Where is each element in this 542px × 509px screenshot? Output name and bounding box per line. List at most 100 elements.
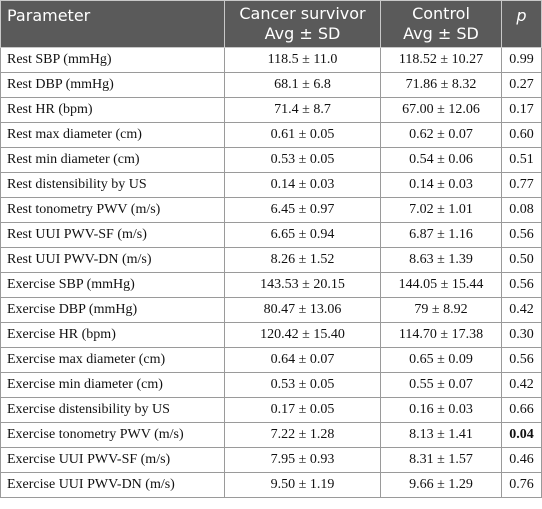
p-value-cell: 0.30 [501,322,542,348]
control-cell: 118.52 ± 10.27 [380,47,502,73]
header-control: Control Avg ± SD [380,0,502,48]
cancer-survivor-cell: 0.17 ± 0.05 [224,397,381,423]
header-cancer-subtitle: Avg ± SD [264,24,341,43]
cancer-survivor-cell: 68.1 ± 6.8 [224,72,381,98]
cancer-survivor-cell: 9.50 ± 1.19 [224,472,381,498]
header-cancer-survivor: Cancer survivor Avg ± SD [224,0,381,48]
p-value-cell: 0.08 [501,197,542,223]
control-cell: 8.63 ± 1.39 [380,247,502,273]
cancer-survivor-cell: 80.47 ± 13.06 [224,297,381,323]
table-row: Rest UUI PWV-DN (m/s) 8.26 ± 1.52 8.63 ± 1… [0,247,542,273]
table-row: Exercise distensibility by US 0.17 ± 0.05… [0,397,542,423]
header-parameter: Parameter [0,0,225,48]
control-cell: 71.86 ± 8.32 [380,72,502,98]
control-cell: 114.70 ± 17.38 [380,322,502,348]
cancer-survivor-cell: 0.53 ± 0.05 [224,147,381,173]
parameter-cell: Exercise min diameter (cm) [0,372,225,398]
control-cell: 0.62 ± 0.07 [380,122,502,148]
p-value-cell: 0.51 [501,147,542,173]
p-value-cell: 0.04 [501,422,542,448]
parameter-cell: Rest UUI PWV-DN (m/s) [0,247,225,273]
parameter-cell: Rest min diameter (cm) [0,147,225,173]
control-cell: 9.66 ± 1.29 [380,472,502,498]
control-cell: 0.54 ± 0.06 [380,147,502,173]
table-row: Exercise SBP (mmHg) 143.53 ± 20.15 144.05 … [0,272,542,298]
control-cell: 7.02 ± 1.01 [380,197,502,223]
cancer-survivor-cell: 118.5 ± 11.0 [224,47,381,73]
p-value-cell: 0.50 [501,247,542,273]
p-value-cell: 0.56 [501,272,542,298]
parameter-cell: Exercise UUI PWV-DN (m/s) [0,472,225,498]
parameter-cell: Rest UUI PWV-SF (m/s) [0,222,225,248]
control-cell: 8.13 ± 1.41 [380,422,502,448]
table-row: Rest max diameter (cm) 0.61 ± 0.05 0.62 ± … [0,122,542,148]
table-row: Exercise min diameter (cm) 0.53 ± 0.05 0.5… [0,372,542,398]
parameter-cell: Rest tonometry PWV (m/s) [0,197,225,223]
table-row: Exercise DBP (mmHg) 80.47 ± 13.06 79 ± 8.9… [0,297,542,323]
table-row: Exercise UUI PWV-SF (m/s) 7.95 ± 0.93 8.31… [0,447,542,473]
parameter-cell: Exercise SBP (mmHg) [0,272,225,298]
cancer-survivor-cell: 7.95 ± 0.93 [224,447,381,473]
parameter-cell: Rest HR (bpm) [0,97,225,123]
table-body: Rest SBP (mmHg) 118.5 ± 11.0 118.52 ± 10.2… [0,47,542,498]
control-cell: 0.16 ± 0.03 [380,397,502,423]
parameter-cell: Rest max diameter (cm) [0,122,225,148]
table-row: Rest UUI PWV-SF (m/s) 6.65 ± 0.94 6.87 ± 1… [0,222,542,248]
cancer-survivor-cell: 71.4 ± 8.7 [224,97,381,123]
parameter-cell: Exercise DBP (mmHg) [0,297,225,323]
header-control-subtitle: Avg ± SD [403,24,479,43]
p-value-cell: 0.42 [501,372,542,398]
p-value-cell: 0.66 [501,397,542,423]
p-value-cell: 0.46 [501,447,542,473]
p-value-cell: 0.60 [501,122,542,148]
control-cell: 67.00 ± 12.06 [380,97,502,123]
parameter-cell: Exercise tonometry PWV (m/s) [0,422,225,448]
header-control-title: Control [412,4,470,23]
control-cell: 8.31 ± 1.57 [380,447,502,473]
parameter-cell: Exercise distensibility by US [0,397,225,423]
table-row: Exercise tonometry PWV (m/s) 7.22 ± 1.28 8… [0,422,542,448]
parameter-cell: Rest SBP (mmHg) [0,47,225,73]
table-header: Parameter Cancer survivor Avg ± SD Contr… [0,0,542,48]
parameter-cell: Rest DBP (mmHg) [0,72,225,98]
p-value-cell: 0.99 [501,47,542,73]
control-cell: 6.87 ± 1.16 [380,222,502,248]
control-cell: 0.14 ± 0.03 [380,172,502,198]
cancer-survivor-cell: 0.53 ± 0.05 [224,372,381,398]
table-row: Rest distensibility by US 0.14 ± 0.03 0.14… [0,172,542,198]
control-cell: 0.65 ± 0.09 [380,347,502,373]
cancer-survivor-cell: 8.26 ± 1.52 [224,247,381,273]
p-value-cell: 0.77 [501,172,542,198]
cancer-survivor-cell: 0.61 ± 0.05 [224,122,381,148]
table-row: Rest tonometry PWV (m/s) 6.45 ± 0.97 7.02 … [0,197,542,223]
table-row: Exercise HR (bpm) 120.42 ± 15.40 114.70 ± … [0,322,542,348]
p-value-cell: 0.56 [501,222,542,248]
p-value-cell: 0.76 [501,472,542,498]
cancer-survivor-cell: 0.14 ± 0.03 [224,172,381,198]
parameter-cell: Exercise HR (bpm) [0,322,225,348]
cancer-survivor-cell: 143.53 ± 20.15 [224,272,381,298]
comparison-table: Parameter Cancer survivor Avg ± SD Contr… [0,0,542,498]
cancer-survivor-cell: 6.65 ± 0.94 [224,222,381,248]
control-cell: 79 ± 8.92 [380,297,502,323]
p-value-cell: 0.17 [501,97,542,123]
table-row: Rest min diameter (cm) 0.53 ± 0.05 0.54 ± … [0,147,542,173]
p-value-cell: 0.56 [501,347,542,373]
p-value-cell: 0.42 [501,297,542,323]
header-cancer-title: Cancer survivor [239,4,366,23]
table-row: Rest HR (bpm) 71.4 ± 8.7 67.00 ± 12.06 0.17 [0,97,542,123]
cancer-survivor-cell: 120.42 ± 15.40 [224,322,381,348]
control-cell: 144.05 ± 15.44 [380,272,502,298]
table-row: Rest SBP (mmHg) 118.5 ± 11.0 118.52 ± 10.2… [0,47,542,73]
header-p-value: p [501,0,542,48]
cancer-survivor-cell: 7.22 ± 1.28 [224,422,381,448]
parameter-cell: Exercise UUI PWV-SF (m/s) [0,447,225,473]
cancer-survivor-cell: 6.45 ± 0.97 [224,197,381,223]
parameter-cell: Exercise max diameter (cm) [0,347,225,373]
parameter-cell: Rest distensibility by US [0,172,225,198]
p-value-cell: 0.27 [501,72,542,98]
control-cell: 0.55 ± 0.07 [380,372,502,398]
cancer-survivor-cell: 0.64 ± 0.07 [224,347,381,373]
header-row: Parameter Cancer survivor Avg ± SD Contr… [0,0,542,48]
table-row: Rest DBP (mmHg) 68.1 ± 6.8 71.86 ± 8.32 0.2… [0,72,542,98]
